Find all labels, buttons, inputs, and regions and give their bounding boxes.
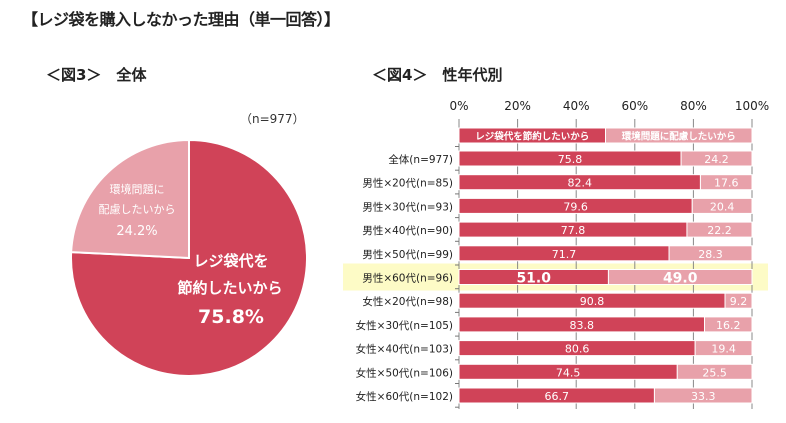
pie-chart: レジ袋代を節約したいから 75.8% 環境問題に配慮したいから 24.2% xyxy=(70,138,308,377)
x-tick-label: 40% xyxy=(563,99,590,113)
pie-slice xyxy=(70,138,190,260)
category-label: 女性×40代(n=103) xyxy=(356,343,453,356)
data-label: 20.4 xyxy=(710,200,735,213)
legend-label: レジ袋代を節約したいから xyxy=(475,131,589,143)
data-label: 28.3 xyxy=(698,248,723,261)
data-label: 66.7 xyxy=(544,390,569,403)
pie-value-label: 24.2% xyxy=(116,224,157,239)
data-label: 77.8 xyxy=(561,224,586,237)
data-label: 49.0 xyxy=(663,271,698,287)
bar-segment xyxy=(668,245,753,262)
pie-label: 配慮したいから xyxy=(99,202,176,216)
bar-segment xyxy=(691,197,753,214)
pie-sample-size: （n=977） xyxy=(240,112,305,126)
bar-segment xyxy=(680,150,753,167)
data-label: 74.5 xyxy=(556,366,581,379)
data-label: 19.4 xyxy=(711,343,736,356)
figure-title: 【レジ袋を購入しなかった理由（単一回答）】 xyxy=(22,10,340,29)
data-label: 25.5 xyxy=(702,366,727,379)
data-label: 90.8 xyxy=(580,295,605,308)
bar-segment xyxy=(704,316,753,333)
data-label: 83.8 xyxy=(570,319,595,332)
bar-segment xyxy=(724,292,753,309)
pie-label: レジ袋代を xyxy=(193,252,268,270)
bar-segment xyxy=(676,363,753,380)
bar-segment xyxy=(686,221,753,238)
category-label: 女性×30代(n=105) xyxy=(356,319,453,332)
data-label: 80.6 xyxy=(565,343,590,356)
data-label: 33.3 xyxy=(691,390,716,403)
x-tick-label: 100% xyxy=(735,99,769,113)
category-label: 男性×30代(n=93) xyxy=(362,200,453,213)
pie-label: 節約したいから xyxy=(177,279,282,297)
legend-label: 環境問題に配慮したいから xyxy=(622,131,736,143)
pie-label: 環境問題に xyxy=(110,182,165,196)
category-label: 全体(n=977) xyxy=(388,153,453,166)
category-label: 女性×50代(n=106) xyxy=(356,366,453,379)
data-label: 16.2 xyxy=(716,319,741,332)
x-tick-label: 80% xyxy=(680,99,707,113)
category-label: 女性×60代(n=102) xyxy=(356,390,453,403)
bar-segment xyxy=(653,387,753,404)
x-tick-label: 20% xyxy=(504,99,531,113)
category-label: 女性×20代(n=98) xyxy=(362,295,453,308)
pie-value-label: 75.8% xyxy=(198,306,264,328)
data-label: 75.8 xyxy=(558,153,583,166)
data-label: 51.0 xyxy=(516,271,551,287)
legend-swatch xyxy=(605,127,753,144)
data-label: 24.2 xyxy=(704,153,729,166)
bar-segment xyxy=(699,174,753,191)
x-tick-label: 0% xyxy=(449,99,468,113)
data-label: 82.4 xyxy=(567,177,592,190)
bar-segment xyxy=(607,269,753,285)
data-label: 17.6 xyxy=(714,177,739,190)
pie-heading: ＜図3＞ 全体 xyxy=(46,66,147,84)
data-label: 71.7 xyxy=(552,248,577,261)
data-label: 79.6 xyxy=(563,200,588,213)
data-label: 9.2 xyxy=(730,295,748,308)
bar-heading: ＜図4＞ 性年代別 xyxy=(372,66,503,84)
bar-segment xyxy=(694,340,753,357)
category-label: 男性×60代(n=96) xyxy=(362,272,453,285)
category-label: 男性×20代(n=85) xyxy=(362,177,453,190)
x-tick-label: 60% xyxy=(621,99,648,113)
category-label: 男性×50代(n=99) xyxy=(362,248,453,261)
data-label: 22.2 xyxy=(707,224,732,237)
category-label: 男性×40代(n=90) xyxy=(362,224,453,237)
